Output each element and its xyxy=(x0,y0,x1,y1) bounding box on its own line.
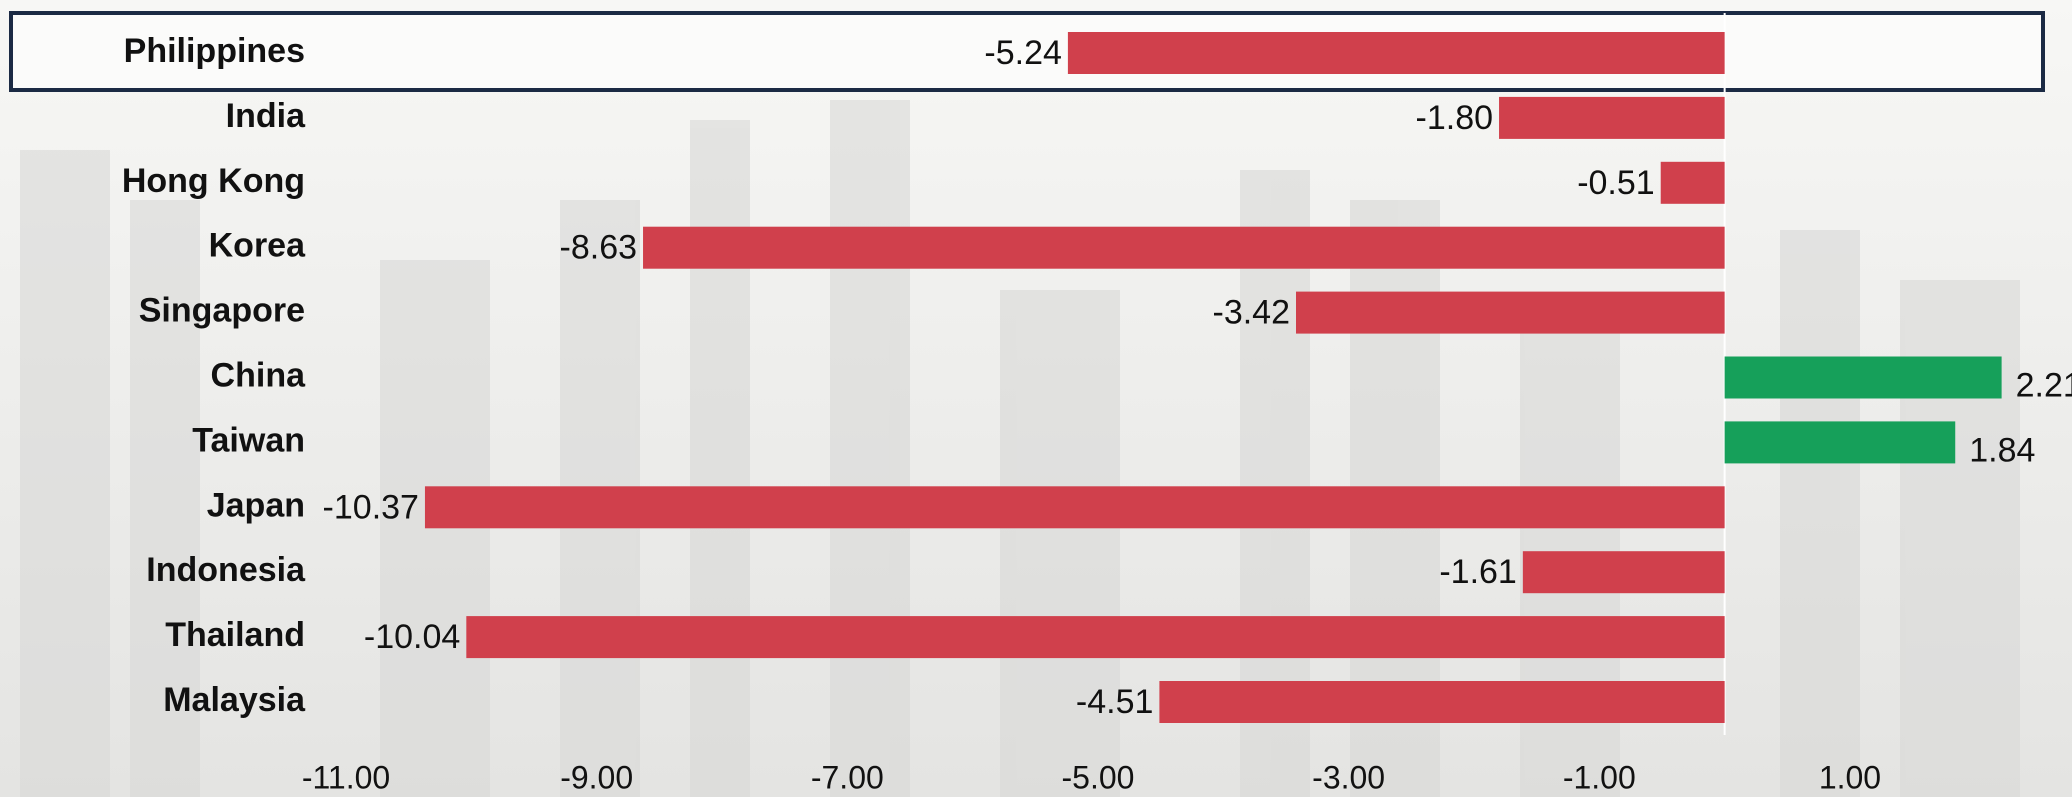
value-label: -1.80 xyxy=(1416,99,1494,137)
value-label: -1.61 xyxy=(1439,553,1517,591)
category-label: China xyxy=(211,356,307,394)
category-label: Philippines xyxy=(124,32,305,70)
value-label: 2.21 xyxy=(2016,366,2072,404)
category-label: Thailand xyxy=(165,616,305,654)
category-label: Hong Kong xyxy=(122,162,305,200)
bar xyxy=(1499,96,1725,139)
value-label: 1.84 xyxy=(1969,431,2035,469)
value-label: -8.63 xyxy=(560,229,638,267)
value-label: -4.51 xyxy=(1076,683,1154,721)
x-tick-label: 1.00 xyxy=(1819,759,1881,795)
category-label: Singapore xyxy=(139,292,305,330)
bar xyxy=(1522,551,1725,594)
x-tick-label: -3.00 xyxy=(1312,759,1385,795)
bar xyxy=(1159,681,1725,723)
value-label: -5.24 xyxy=(984,34,1062,72)
category-label: Indonesia xyxy=(146,551,306,589)
bar xyxy=(424,486,1725,529)
x-tick-label: -11.00 xyxy=(302,759,390,795)
bar xyxy=(1296,291,1725,334)
bar xyxy=(1660,161,1725,204)
bar xyxy=(1067,32,1725,74)
value-label: -3.42 xyxy=(1213,294,1291,332)
category-label: India xyxy=(226,97,306,135)
x-tick-label: -7.00 xyxy=(811,759,884,795)
x-tick-label: -9.00 xyxy=(560,759,633,795)
x-tick-label: -5.00 xyxy=(1062,759,1135,795)
value-label: -10.04 xyxy=(364,618,460,656)
category-label: Korea xyxy=(209,227,306,265)
bar xyxy=(1724,356,2002,399)
category-label: Japan xyxy=(207,486,305,524)
bar xyxy=(466,616,1725,659)
category-label: Taiwan xyxy=(192,421,305,459)
value-label: -10.37 xyxy=(323,488,419,526)
bar xyxy=(1724,421,1956,464)
value-label: -0.51 xyxy=(1577,164,1655,202)
x-tick-label: -1.00 xyxy=(1563,759,1636,795)
bar xyxy=(643,226,1725,269)
category-label: Malaysia xyxy=(163,681,306,719)
